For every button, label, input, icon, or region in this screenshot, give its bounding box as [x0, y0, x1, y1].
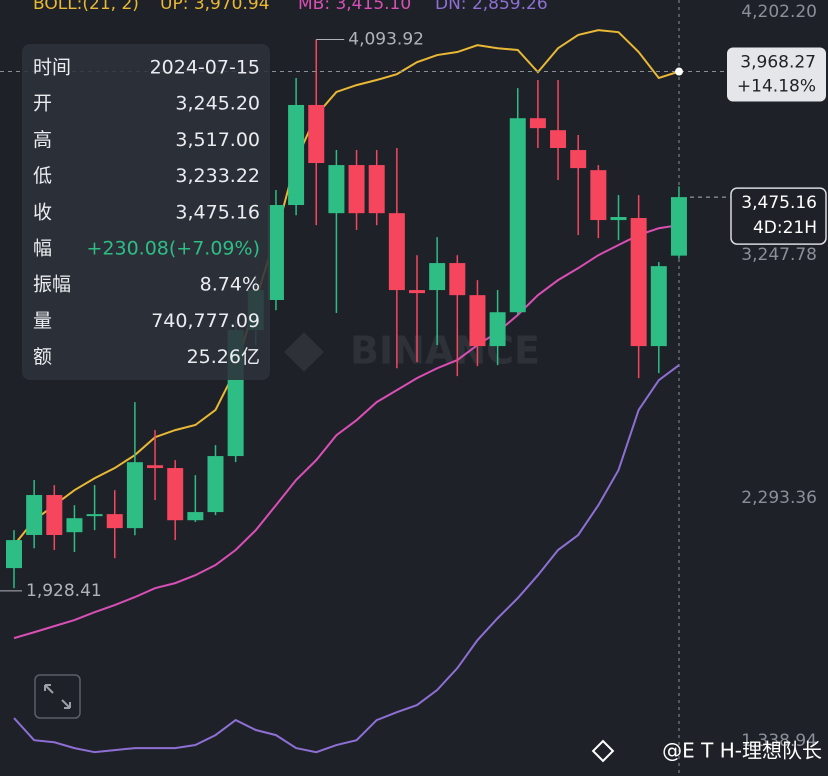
indicator-label: BOLL:(21, 2) — [33, 0, 139, 14]
tooltip-label: 额 — [33, 346, 52, 368]
candle-body — [429, 263, 446, 291]
tooltip-value: 3,245.20 — [175, 93, 260, 115]
tooltip-label: 低 — [33, 165, 52, 187]
candle-body — [187, 512, 204, 521]
candle-body — [26, 495, 43, 535]
candle-body — [328, 165, 345, 214]
band-line — [13, 364, 680, 754]
candle-body — [610, 216, 627, 221]
credit: @E T H-理想队长 — [662, 739, 822, 763]
price-dot — [675, 67, 683, 76]
candle-body — [147, 465, 164, 469]
candle-body — [288, 104, 305, 206]
legend-entry: DN: 2,859.26 — [435, 0, 548, 14]
high-label: 4,093.92 — [348, 30, 424, 50]
price-tag-note: +14.18% — [737, 77, 816, 97]
candle-body — [590, 170, 607, 221]
legend-entry: UP: 3,970.94 — [160, 0, 270, 14]
expand-icon — [44, 684, 71, 709]
tooltip-label: 收 — [33, 201, 52, 223]
tooltip-value: 3,233.22 — [175, 165, 260, 187]
candle-body — [308, 104, 325, 164]
candle-body — [86, 514, 103, 517]
tooltip-label: 高 — [33, 129, 52, 151]
candle-body — [66, 518, 83, 533]
candle-body — [489, 312, 506, 347]
tooltip-value: 2024-07-15 — [150, 57, 260, 79]
tooltip-value: 8.74% — [200, 274, 260, 296]
tooltip-label: 时间 — [33, 57, 71, 79]
y-tick-label: 3,247.78 — [741, 245, 817, 265]
tooltip-value: 3,517.00 — [175, 129, 260, 151]
current-price-tag — [730, 187, 827, 245]
candle-body — [46, 495, 63, 535]
expand-button[interactable] — [34, 674, 81, 719]
y-tick-label: 1,338.94 — [741, 731, 817, 751]
tooltip-value: +230.08(+7.09%) — [86, 238, 260, 260]
candle-body — [6, 540, 22, 569]
candle-body — [650, 266, 667, 347]
credit-icon — [591, 739, 615, 763]
countdown: 4D:21H — [753, 218, 817, 238]
candle-body — [207, 456, 224, 513]
candle-body — [670, 197, 687, 256]
tooltip-value: 3,475.16 — [175, 201, 260, 223]
candle-body — [267, 205, 284, 300]
tooltip-value: 740,777.09 — [151, 310, 260, 332]
candle-body — [630, 218, 647, 347]
tooltip-label: 开 — [33, 93, 52, 115]
tooltip-label: 振幅 — [33, 274, 71, 296]
current-price-value: 3,475.16 — [741, 193, 817, 213]
candle-body — [509, 118, 526, 313]
candle-body — [388, 213, 405, 291]
candle-body — [469, 295, 486, 347]
candle-body — [348, 165, 365, 214]
watermark-logo — [284, 332, 324, 372]
candle-body — [368, 165, 385, 214]
y-tick-label: 2,293.36 — [741, 488, 817, 508]
band-line — [13, 29, 680, 546]
band-line — [13, 224, 680, 640]
candle-body — [126, 462, 143, 529]
tooltip — [22, 44, 270, 380]
low-label: 1,928.41 — [26, 581, 102, 601]
tooltip-value: 25.26亿 — [187, 346, 260, 368]
tooltip-label: 幅 — [33, 238, 52, 260]
candle-body — [449, 263, 466, 296]
candle-body — [550, 130, 567, 148]
candle-body — [570, 150, 587, 169]
candle-body — [409, 290, 425, 294]
price-tag-value: 3,968.27 — [740, 53, 816, 73]
legend-entry: MB: 3,415.10 — [298, 0, 411, 14]
y-tick-label: 4,202.20 — [741, 2, 817, 22]
candle-body — [167, 468, 184, 521]
candle-body — [529, 118, 546, 129]
tooltip-label: 量 — [33, 310, 52, 332]
price-tag — [727, 47, 826, 102]
candle-body — [106, 514, 123, 529]
